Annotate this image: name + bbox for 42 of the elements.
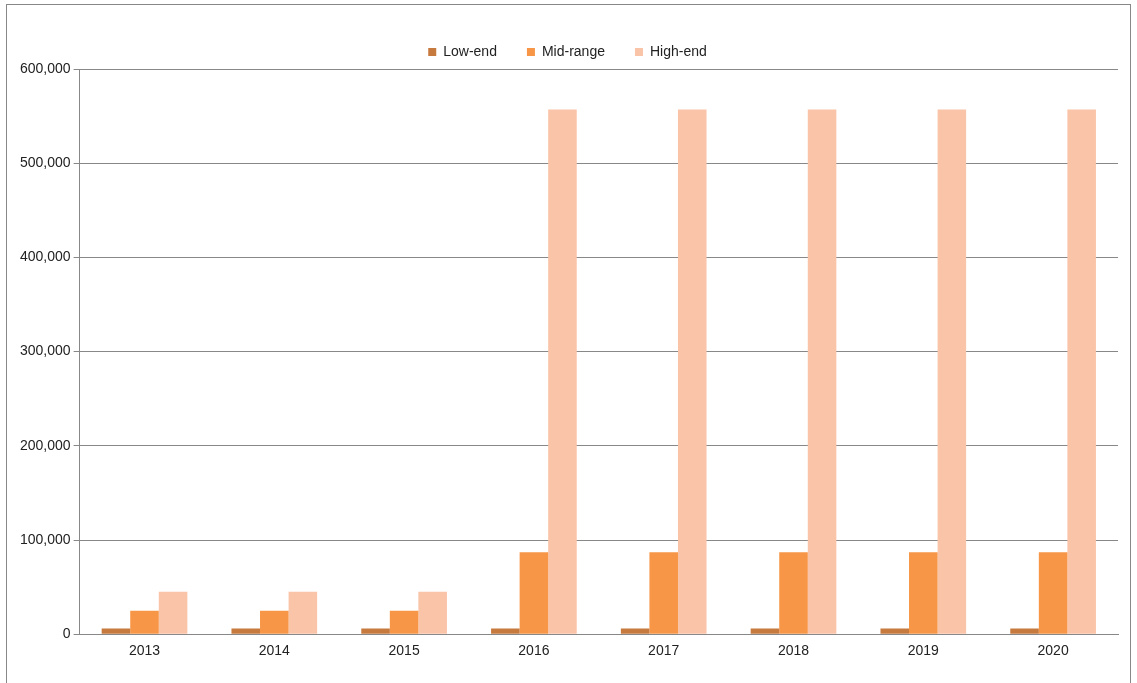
x-tick-label: 2018 (777, 642, 810, 659)
bar (231, 628, 261, 634)
bar (101, 628, 131, 634)
y-tick-label: 300,000 (20, 342, 71, 359)
y-tick-label: 200,000 (20, 436, 71, 453)
bar (389, 610, 419, 634)
bar (677, 109, 707, 634)
x-tick-label: 2019 (907, 642, 940, 659)
y-tick-label: 100,000 (20, 530, 71, 547)
bar (491, 628, 520, 634)
bar (779, 552, 808, 634)
y-tick-label: 0 (62, 625, 71, 642)
x-tick-label: 2015 (388, 642, 420, 659)
bar (750, 628, 780, 634)
legend-label: High-end (649, 42, 707, 59)
x-tick-label: 2020 (1037, 642, 1069, 659)
bar (288, 591, 318, 634)
bar (158, 591, 188, 634)
bar (909, 552, 938, 634)
legend-label: Low-end (443, 42, 497, 59)
y-tick-label: 500,000 (20, 154, 71, 171)
bar (620, 628, 650, 634)
bar (1067, 109, 1096, 634)
bar (937, 109, 967, 634)
bar (649, 552, 678, 634)
bar (361, 628, 390, 634)
y-tick-label: 400,000 (20, 248, 71, 265)
bar (548, 109, 577, 634)
y-tick-label: 600,000 (20, 59, 71, 76)
x-tick-label: 2014 (258, 642, 291, 659)
bar (1038, 552, 1068, 634)
bar (1010, 628, 1039, 634)
x-tick-label: 2017 (648, 642, 680, 659)
x-tick-label: 2013 (128, 642, 161, 659)
bar (130, 610, 159, 634)
legend-label: Mid-range (541, 42, 606, 59)
bar (519, 552, 549, 634)
bar (260, 610, 289, 634)
x-tick-label: 2016 (518, 642, 550, 659)
bar (418, 591, 447, 634)
bar (807, 109, 837, 634)
bar (880, 628, 910, 634)
